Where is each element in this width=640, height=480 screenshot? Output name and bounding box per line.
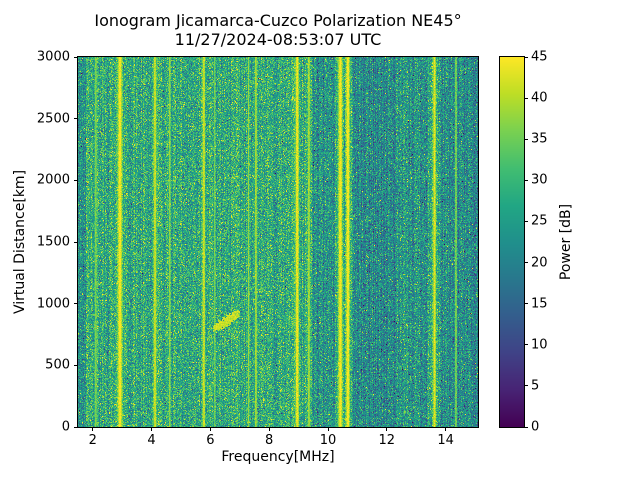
colorbar-tick (524, 56, 528, 58)
y-axis-tick (74, 303, 78, 305)
y-axis-tick-label: 2000 (36, 172, 70, 188)
colorbar-label: Power [dB] (558, 203, 574, 281)
x-axis-tick (92, 427, 94, 431)
ionogram-heatmap-canvas (78, 57, 478, 427)
x-axis-tick-label: 4 (147, 433, 156, 448)
y-axis-tick (74, 179, 78, 181)
y-axis-tick-label: 0 (61, 419, 70, 435)
y-axis-tick (74, 118, 78, 120)
colorbar-tick (524, 385, 528, 387)
colorbar-canvas (500, 57, 524, 427)
x-axis-tick-label: 6 (206, 433, 215, 448)
colorbar-tick-label: 0 (531, 419, 540, 435)
colorbar-tick (524, 97, 528, 99)
colorbar-tick-label: 15 (531, 296, 548, 312)
y-axis-tick (74, 426, 78, 428)
x-axis-tick-label: 10 (319, 433, 337, 448)
y-axis-tick (74, 241, 78, 243)
colorbar-tick-label: 25 (531, 213, 548, 229)
chart-title-block: Ionogram Jicamarca-Cuzco Polarization NE… (78, 11, 478, 49)
colorbar-tick-label: 35 (531, 131, 548, 147)
chart-title: Ionogram Jicamarca-Cuzco Polarization NE… (94, 11, 462, 30)
colorbar-tick-label: 30 (531, 172, 548, 188)
colorbar-tick-label: 40 (531, 90, 548, 106)
y-axis-tick-label: 3000 (36, 49, 70, 65)
colorbar-tick (524, 179, 528, 181)
colorbar-tick (524, 138, 528, 140)
y-axis-tick (74, 364, 78, 366)
x-axis-tick (386, 427, 388, 431)
colorbar-tick (524, 426, 528, 428)
x-axis-tick-label: 8 (265, 433, 274, 448)
y-axis-tick-label: 500 (45, 357, 70, 373)
x-axis-tick (151, 427, 153, 431)
x-axis-tick-label: 12 (378, 433, 396, 448)
chart-subtitle: 11/27/2024-08:53:07 UTC (174, 30, 382, 49)
x-axis-tick (327, 427, 329, 431)
colorbar-tick-label: 20 (531, 255, 548, 271)
y-axis-tick-label: 1500 (36, 234, 70, 250)
y-axis-tick-label: 1000 (36, 296, 70, 312)
x-axis-tick-label: 2 (88, 433, 97, 448)
colorbar-tick (524, 262, 528, 264)
x-axis-tick (445, 427, 447, 431)
y-axis-tick (74, 56, 78, 58)
x-axis-tick (268, 427, 270, 431)
colorbar-tick-label: 10 (531, 337, 548, 353)
colorbar-tick-label: 45 (531, 49, 548, 65)
x-axis-tick-label: 14 (437, 433, 454, 448)
colorbar-tick (524, 220, 528, 222)
x-axis-label: Frequency[MHz] (221, 449, 335, 465)
colorbar-tick-label: 5 (531, 378, 540, 394)
y-axis-tick-label: 2500 (36, 111, 70, 127)
colorbar-tick (524, 303, 528, 305)
colorbar-tick (524, 344, 528, 346)
x-axis-tick (209, 427, 211, 431)
